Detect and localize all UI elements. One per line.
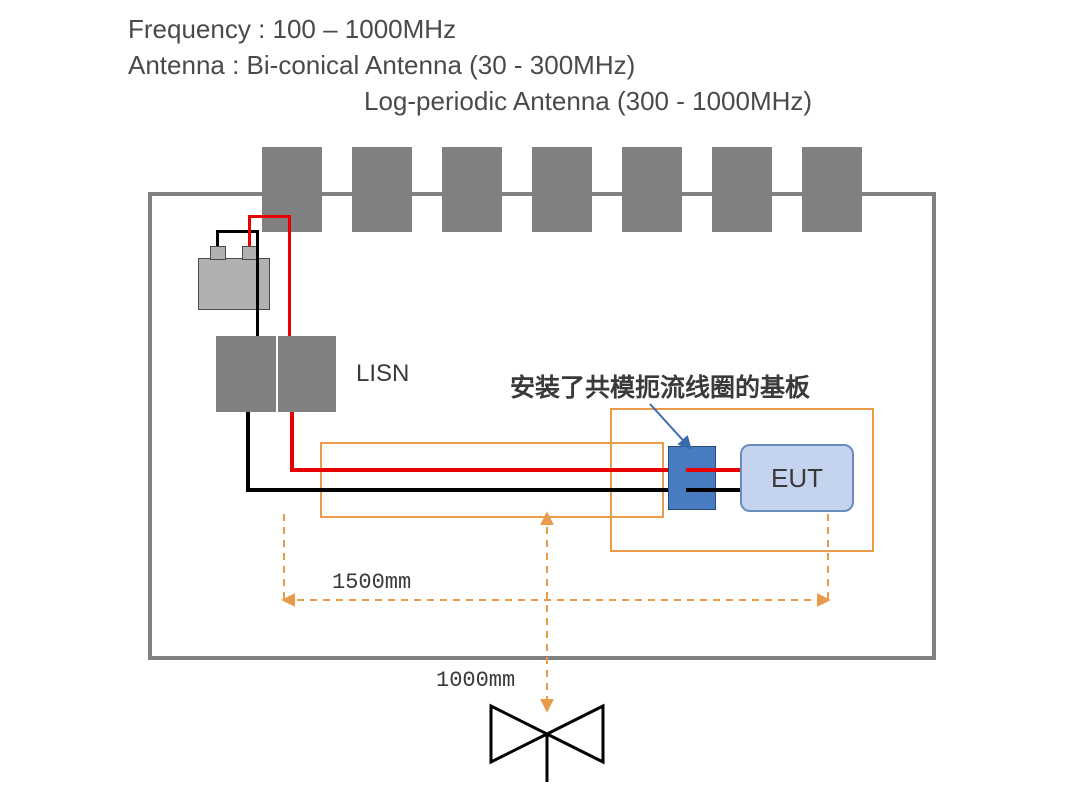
wire-red bbox=[248, 215, 288, 218]
header-line2: Antenna : Bi-conical Antenna (30 - 300MH… bbox=[128, 48, 635, 83]
wire-black bbox=[256, 230, 259, 338]
annotation-text: 安装了共模扼流线圈的基板 bbox=[510, 368, 810, 404]
absorber-block bbox=[802, 147, 862, 232]
dim-1000-label: 1000mm bbox=[436, 668, 515, 693]
wire-red bbox=[686, 468, 740, 472]
absorber-block bbox=[712, 147, 772, 232]
absorber-block bbox=[532, 147, 592, 232]
eut-box: EUT bbox=[740, 444, 854, 512]
wire-red bbox=[290, 412, 294, 468]
header-line1: Frequency : 100 – 1000MHz bbox=[128, 12, 456, 47]
absorber-block bbox=[442, 147, 502, 232]
wire-black bbox=[686, 488, 740, 492]
wire-red bbox=[248, 215, 251, 246]
antenna-icon bbox=[491, 706, 603, 762]
absorber-block bbox=[352, 147, 412, 232]
wire-black bbox=[246, 412, 250, 488]
wire-red bbox=[290, 468, 686, 472]
absorber-block bbox=[622, 147, 682, 232]
absorber-block bbox=[262, 147, 322, 232]
filter-board bbox=[668, 446, 716, 510]
battery-body bbox=[198, 258, 270, 310]
eut-label: EUT bbox=[771, 463, 823, 494]
battery-terminal bbox=[210, 246, 226, 260]
lisn-divider bbox=[276, 336, 278, 412]
wire-black bbox=[246, 488, 688, 492]
wire-red bbox=[288, 215, 291, 338]
lisn-label: LISN bbox=[356, 360, 409, 388]
dim-1500-label: 1500mm bbox=[332, 570, 411, 595]
header-line3: Log-periodic Antenna (300 - 1000MHz) bbox=[364, 84, 812, 119]
